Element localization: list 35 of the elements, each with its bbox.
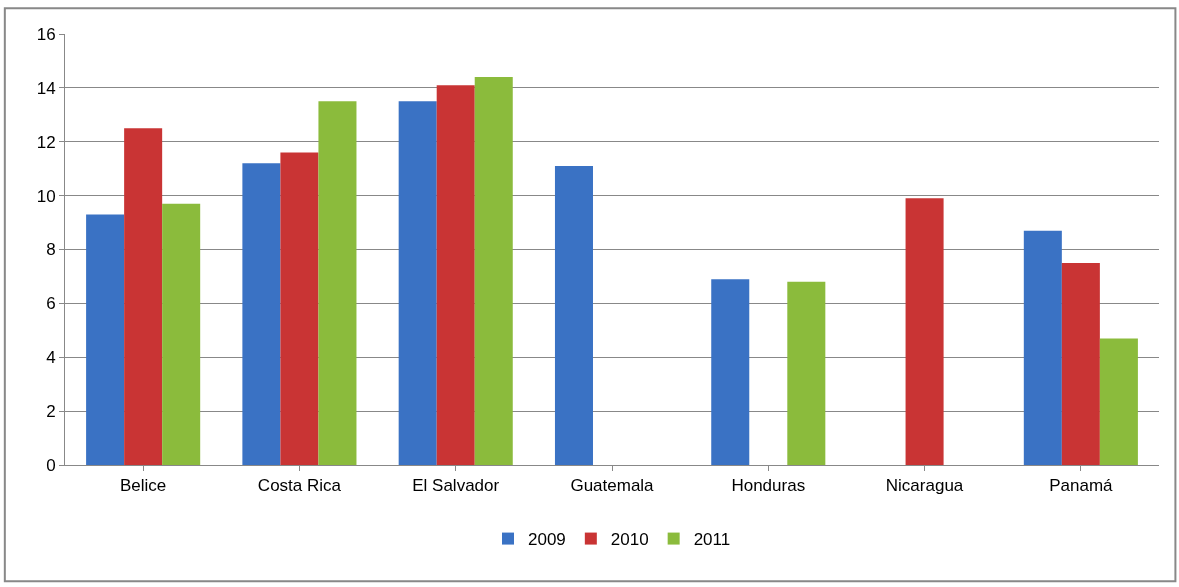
y-tick-label: 16 bbox=[36, 24, 56, 44]
x-tick-label: El Salvador bbox=[412, 476, 500, 496]
bar bbox=[162, 203, 201, 465]
bar bbox=[787, 281, 826, 465]
x-tick-label: Panamá bbox=[1049, 476, 1114, 496]
bar bbox=[1099, 338, 1138, 465]
bar bbox=[1023, 230, 1062, 465]
y-tick-label: 2 bbox=[46, 402, 56, 422]
bar bbox=[711, 279, 750, 465]
legend-label: 2011 bbox=[693, 530, 731, 550]
bar bbox=[436, 85, 475, 465]
y-tick-label: 12 bbox=[36, 132, 56, 152]
y-tick-label: 8 bbox=[46, 240, 56, 260]
y-tick-label: 6 bbox=[46, 294, 56, 314]
bar bbox=[398, 101, 437, 465]
x-tick-label: Nicaragua bbox=[885, 476, 964, 496]
bar bbox=[242, 163, 281, 465]
bar bbox=[124, 128, 163, 465]
bar bbox=[280, 152, 319, 465]
legend-label: 2009 bbox=[528, 530, 566, 550]
bar bbox=[86, 214, 125, 465]
bar bbox=[474, 77, 513, 465]
x-tick-label: Costa Rica bbox=[257, 476, 342, 496]
bar bbox=[905, 198, 944, 465]
bar bbox=[318, 101, 357, 465]
y-tick-label: 4 bbox=[46, 348, 56, 368]
y-tick-label: 14 bbox=[36, 78, 56, 98]
bar bbox=[554, 165, 593, 465]
x-tick-label: Honduras bbox=[731, 476, 806, 496]
x-tick-label: Guatemala bbox=[570, 476, 655, 496]
y-tick-label: 10 bbox=[36, 186, 56, 206]
x-tick-label: Belice bbox=[119, 476, 167, 496]
legend-label: 2010 bbox=[610, 530, 649, 550]
y-tick-label: 0 bbox=[46, 455, 56, 475]
bar bbox=[1061, 262, 1100, 465]
